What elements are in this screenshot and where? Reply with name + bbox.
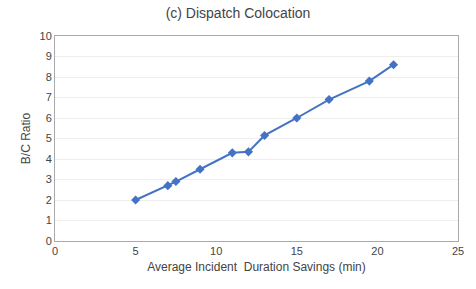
svg-text:(c) Dispatch Colocation: (c) Dispatch Colocation	[166, 5, 311, 21]
svg-text:4: 4	[46, 153, 52, 165]
svg-text:15: 15	[291, 245, 303, 257]
svg-text:8: 8	[46, 71, 52, 83]
svg-text:20: 20	[371, 245, 383, 257]
svg-text:1: 1	[46, 214, 52, 226]
svg-text:2: 2	[46, 194, 52, 206]
svg-text:6: 6	[46, 112, 52, 124]
svg-text:5: 5	[46, 132, 52, 144]
svg-text:7: 7	[46, 91, 52, 103]
svg-text:0: 0	[46, 235, 52, 247]
svg-text:10: 10	[210, 245, 222, 257]
svg-text:B/C Ratio: B/C Ratio	[19, 113, 33, 165]
svg-text:25: 25	[452, 245, 464, 257]
svg-text:Average Incident Duration Sav: Average Incident Duration Savings (min)	[147, 260, 366, 274]
svg-text:3: 3	[46, 173, 52, 185]
svg-text:5: 5	[133, 245, 139, 257]
svg-text:10: 10	[40, 30, 52, 42]
svg-text:9: 9	[46, 50, 52, 62]
svg-text:0: 0	[52, 245, 58, 257]
